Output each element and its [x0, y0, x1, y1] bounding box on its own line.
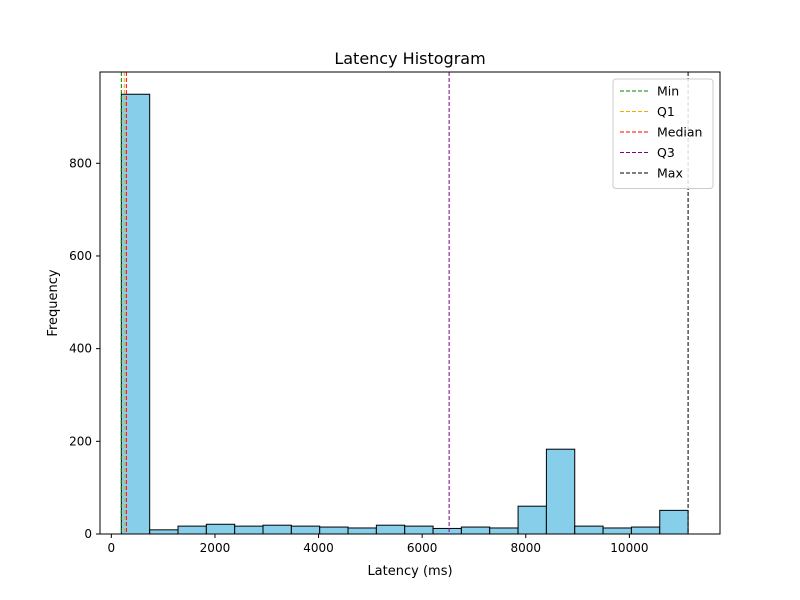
histogram-bar-7: [290, 525, 321, 535]
histogram-bar-10: [375, 524, 406, 535]
x-tick-label: 10000: [610, 541, 648, 555]
histogram-bar-8: [319, 526, 349, 535]
legend: Min Q1 Median Q3 Max: [612, 78, 714, 189]
histogram-bar-14: [489, 527, 519, 535]
y-tick-label: 0: [84, 527, 92, 541]
x-axis-ticks: 0 2000 4000 6000 8000 10000: [108, 534, 648, 555]
histogram-bar-11: [404, 525, 434, 535]
plot-frame: [99, 71, 721, 535]
y-tick-label: 800: [69, 156, 92, 170]
histogram-bar-12: [432, 527, 462, 535]
histogram-bar-13: [460, 526, 491, 535]
y-axis-label: Frequency: [46, 269, 61, 336]
chart-title: Latency Histogram: [334, 49, 485, 68]
y-tick-label: 600: [69, 249, 92, 263]
x-tick-label: 4000: [303, 541, 334, 555]
histogram-bar-17: [574, 525, 604, 535]
histogram-bar-9: [347, 527, 377, 535]
legend-label-q3: Q3: [657, 145, 675, 160]
histogram-bar-15: [517, 505, 547, 535]
legend-label-max: Max: [657, 166, 683, 181]
histogram-bars: [120, 93, 689, 535]
histogram-bar-18: [602, 527, 632, 535]
x-axis-label: Latency (ms): [367, 564, 452, 579]
y-tick-label: 200: [69, 434, 92, 448]
legend-label-median: Median: [657, 125, 702, 140]
histogram-bar-20: [659, 509, 689, 535]
x-tick-label: 0: [108, 541, 116, 555]
histogram-bar-5: [234, 525, 264, 535]
legend-label-min: Min: [657, 84, 679, 99]
histogram-bar-4: [205, 523, 236, 535]
histogram-bar-3: [177, 525, 207, 535]
histogram-bar-19: [630, 526, 661, 535]
x-tick-label: 2000: [200, 541, 231, 555]
legend-box: [612, 78, 714, 189]
reference-lines: [120, 72, 689, 534]
histogram-bar-16: [545, 448, 576, 535]
y-tick-label: 400: [69, 342, 92, 356]
x-tick-label: 6000: [407, 541, 438, 555]
x-tick-label: 8000: [511, 541, 542, 555]
histogram-bar-6: [262, 524, 292, 535]
histogram-bar-1: [120, 93, 151, 535]
histogram-bar-2: [149, 529, 179, 535]
legend-label-q1: Q1: [657, 104, 675, 119]
y-axis-ticks: 0 200 400 600 800: [69, 156, 100, 541]
